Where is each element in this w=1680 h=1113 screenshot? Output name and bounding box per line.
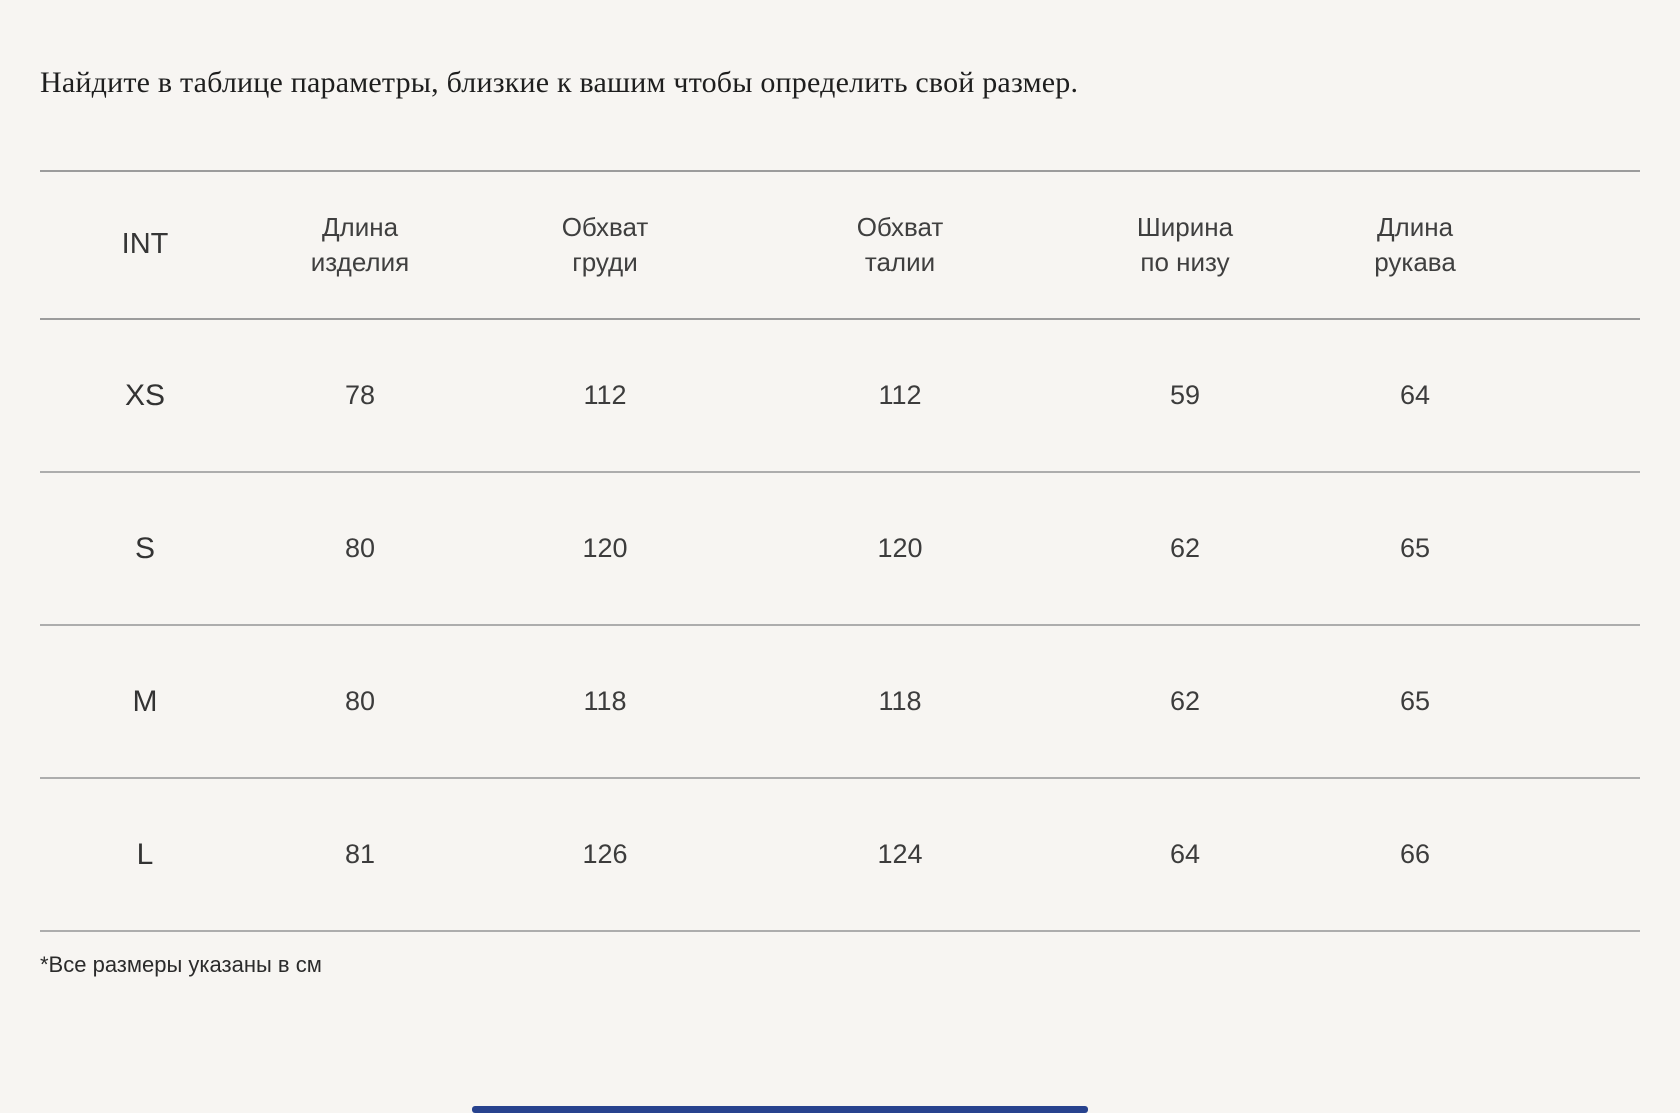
cell-waist: 120 xyxy=(877,533,923,563)
column-header-label: Длина изделия xyxy=(310,211,410,277)
cell-bottom-width: 64 xyxy=(1169,839,1201,869)
table-row-m: M 80 118 118 62 65 xyxy=(40,626,1640,779)
cell-item-length: 80 xyxy=(344,533,376,563)
table-row-xs: XS 78 112 112 59 64 xyxy=(40,320,1640,473)
size-label: XS xyxy=(124,378,166,412)
column-header-chest: Обхват груди xyxy=(470,210,740,280)
cell-item-length: 78 xyxy=(344,380,376,410)
size-label: L xyxy=(136,837,154,871)
column-header-int: INT xyxy=(121,228,169,261)
cell-item-length: 81 xyxy=(344,839,376,869)
units-footnote: *Все размеры указаны в см xyxy=(40,952,322,977)
cell-bottom-width: 59 xyxy=(1169,380,1201,410)
column-header-label: Длина рукава xyxy=(1374,211,1456,277)
cell-bottom-width: 62 xyxy=(1169,686,1201,716)
cell-waist: 124 xyxy=(877,839,923,869)
cell-waist: 118 xyxy=(878,686,922,716)
page-title: Найдите в таблице параметры, близкие к в… xyxy=(40,66,1079,99)
column-header-sleeve-length: Длина рукава xyxy=(1310,210,1640,280)
size-table: INT Длина изделия Обхват груди Обхват та… xyxy=(40,170,1640,932)
cell-chest: 118 xyxy=(583,686,627,716)
cell-sleeve-length: 65 xyxy=(1399,686,1431,716)
size-label: M xyxy=(132,684,158,718)
column-header-label: Ширина по низу xyxy=(1136,211,1234,277)
table-row-s: S 80 120 120 62 65 xyxy=(40,473,1640,626)
column-header-bottom-width: Ширина по низу xyxy=(1060,210,1310,280)
cell-waist: 112 xyxy=(878,380,922,410)
cell-chest: 126 xyxy=(582,839,628,869)
cell-chest: 112 xyxy=(583,380,627,410)
table-header-row: INT Длина изделия Обхват груди Обхват та… xyxy=(40,170,1640,320)
horizontal-scrollbar-thumb[interactable] xyxy=(472,1106,1088,1113)
cell-item-length: 80 xyxy=(344,686,376,716)
cell-sleeve-length: 65 xyxy=(1399,533,1431,563)
size-label: S xyxy=(134,531,155,565)
column-header-label: Обхват талии xyxy=(856,211,944,277)
cell-chest: 120 xyxy=(582,533,628,563)
cell-bottom-width: 62 xyxy=(1169,533,1201,563)
cell-sleeve-length: 64 xyxy=(1399,380,1431,410)
column-header-waist: Обхват талии xyxy=(740,210,1060,280)
column-header-label: Обхват груди xyxy=(561,211,649,277)
table-row-l: L 81 126 124 64 66 xyxy=(40,779,1640,932)
column-header-item-length: Длина изделия xyxy=(250,210,470,280)
cell-sleeve-length: 66 xyxy=(1399,839,1431,869)
